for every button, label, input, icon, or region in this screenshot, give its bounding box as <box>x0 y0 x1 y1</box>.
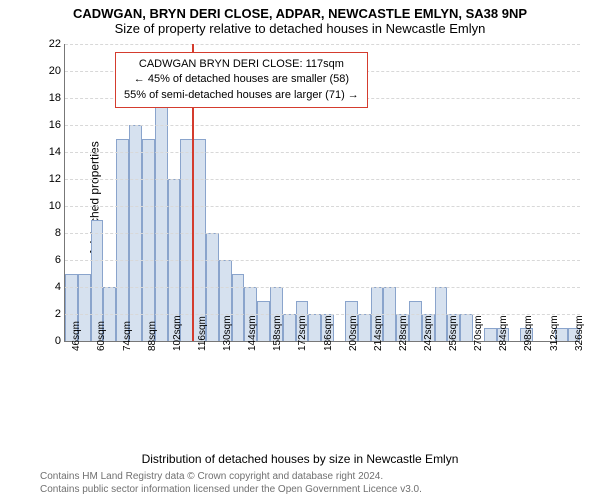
x-tick-label: 130sqm <box>222 315 233 351</box>
attribution: Contains HM Land Registry data © Crown c… <box>40 470 422 496</box>
histogram-bar <box>193 139 206 342</box>
x-tick-label: 46sqm <box>71 321 82 351</box>
gridline <box>65 287 580 288</box>
histogram-bar <box>257 301 270 342</box>
y-tick-label: 18 <box>43 92 61 104</box>
x-tick-label: 116sqm <box>197 316 208 351</box>
x-tick-label: 312sqm <box>549 315 560 351</box>
annotation-line1: CADWGAN BRYN DERI CLOSE: 117sqm <box>124 57 359 72</box>
gridline <box>65 260 580 261</box>
y-tick-label: 10 <box>43 200 61 212</box>
histogram-bar <box>155 98 168 341</box>
histogram-bar <box>142 139 155 342</box>
y-tick-label: 12 <box>43 173 61 185</box>
annotation-line2: ← 45% of detached houses are smaller (58… <box>124 72 359 87</box>
x-tick-label: 102sqm <box>172 315 183 351</box>
x-tick-label: 256sqm <box>448 315 459 351</box>
y-tick-label: 14 <box>43 146 61 158</box>
x-tick-label: 200sqm <box>348 315 359 351</box>
histogram-bar <box>116 139 129 342</box>
histogram-bar <box>409 301 422 342</box>
x-tick-label: 186sqm <box>323 315 334 351</box>
chart-container: Number of detached properties 0246810121… <box>40 44 580 404</box>
gridline <box>65 125 580 126</box>
histogram-bar <box>283 314 296 341</box>
y-tick-label: 20 <box>43 65 61 77</box>
y-tick-label: 22 <box>43 38 61 50</box>
y-tick-label: 16 <box>43 119 61 131</box>
chart-title-main: CADWGAN, BRYN DERI CLOSE, ADPAR, NEWCAST… <box>0 0 600 21</box>
x-tick-label: 326sqm <box>574 315 585 351</box>
chart-title-sub: Size of property relative to detached ho… <box>0 21 600 40</box>
histogram-bar <box>308 314 321 341</box>
y-tick-label: 4 <box>43 281 61 293</box>
x-axis-label: Distribution of detached houses by size … <box>0 452 600 466</box>
x-tick-label: 298sqm <box>523 315 534 351</box>
plot-area: 024681012141618202246sqm60sqm74sqm88sqm1… <box>64 44 580 342</box>
gridline <box>65 206 580 207</box>
gridline <box>65 44 580 45</box>
x-tick-label: 158sqm <box>272 315 283 351</box>
x-tick-label: 172sqm <box>297 315 308 351</box>
gridline <box>65 233 580 234</box>
attribution-line1: Contains HM Land Registry data © Crown c… <box>40 470 422 483</box>
y-tick-label: 0 <box>43 335 61 347</box>
x-tick-label: 74sqm <box>122 321 133 351</box>
gridline <box>65 179 580 180</box>
histogram-bar <box>180 139 193 342</box>
x-tick-label: 214sqm <box>373 315 384 351</box>
x-tick-label: 270sqm <box>473 315 484 351</box>
histogram-bar <box>232 274 245 342</box>
y-tick-label: 8 <box>43 227 61 239</box>
x-tick-label: 144sqm <box>247 315 258 351</box>
x-tick-label: 242sqm <box>423 315 434 351</box>
annotation-box: CADWGAN BRYN DERI CLOSE: 117sqm← 45% of … <box>115 52 368 108</box>
annotation-line3: 55% of semi-detached houses are larger (… <box>124 88 359 103</box>
y-tick-label: 2 <box>43 308 61 320</box>
attribution-line2: Contains public sector information licen… <box>40 483 422 496</box>
x-tick-label: 88sqm <box>147 321 158 351</box>
histogram-bar <box>460 314 473 341</box>
y-tick-label: 6 <box>43 254 61 266</box>
gridline <box>65 152 580 153</box>
x-tick-label: 228sqm <box>398 315 409 351</box>
histogram-bar <box>484 328 497 342</box>
x-tick-label: 284sqm <box>498 315 509 351</box>
histogram-bar <box>358 314 371 341</box>
x-tick-label: 60sqm <box>96 321 107 351</box>
